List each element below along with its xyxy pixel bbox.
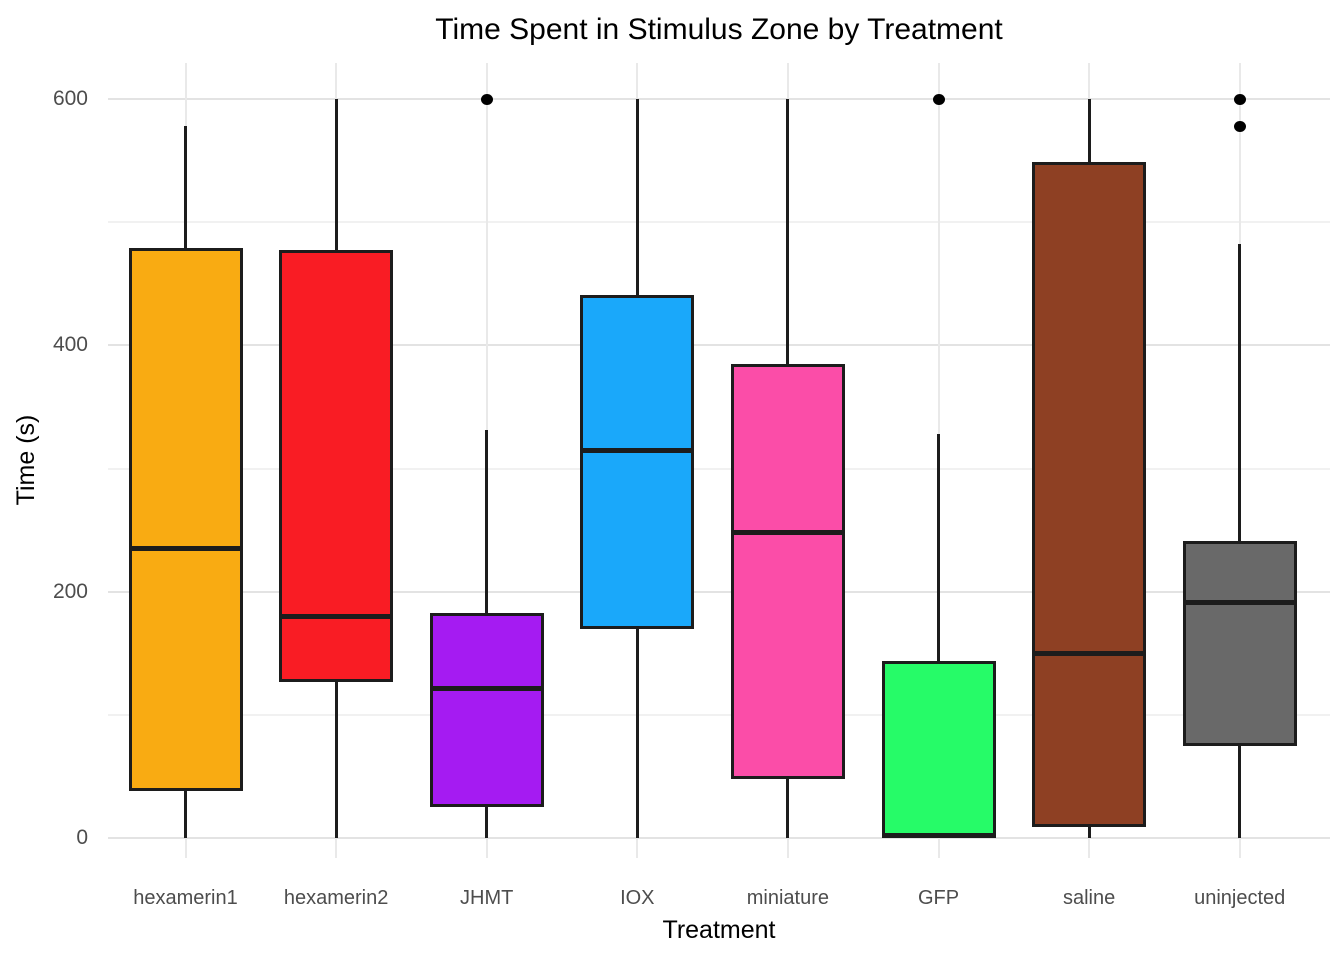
x-tick-label-hexamerin1: hexamerin1 xyxy=(133,887,238,909)
y-tick-label-0: 0 xyxy=(76,826,88,849)
outlier-dot-GFP-0 xyxy=(932,93,945,105)
lower-whisker-hexamerin2 xyxy=(334,681,338,838)
upper-whisker-JHMT xyxy=(485,430,489,613)
gridline-major-400 xyxy=(108,344,1330,347)
outlier-dot-uninjected-1 xyxy=(1233,120,1246,132)
upper-whisker-miniature xyxy=(786,99,790,364)
median-line-uninjected xyxy=(1182,600,1297,606)
x-axis-title: Treatment xyxy=(662,916,776,944)
upper-whisker-GFP xyxy=(937,434,940,661)
outlier-dot-uninjected-0 xyxy=(1233,93,1246,105)
lower-whisker-hexamerin1 xyxy=(184,791,187,838)
y-tick-label-200: 200 xyxy=(52,579,88,603)
box-uninjected xyxy=(1182,541,1297,746)
y-axis-title: Time (s) xyxy=(12,414,40,506)
y-tick-label-600: 600 xyxy=(52,87,88,110)
x-tick-label-saline: saline xyxy=(1062,887,1116,909)
lower-whisker-IOX xyxy=(635,628,639,838)
upper-whisker-saline xyxy=(1087,99,1091,162)
lower-whisker-miniature xyxy=(786,778,790,838)
box-JHMT xyxy=(429,612,544,808)
box-hexamerin2 xyxy=(279,250,394,682)
lower-whisker-saline xyxy=(1087,826,1091,838)
x-tick-label-JHMT: JHMT xyxy=(460,887,514,909)
outlier-dot-JHMT-0 xyxy=(480,93,493,105)
x-tick-label-IOX: IOX xyxy=(620,887,655,909)
x-tick-label-uninjected: uninjected xyxy=(1194,887,1286,909)
gridline-minor-500 xyxy=(108,221,1330,224)
x-tick-label-hexamerin2: hexamerin2 xyxy=(283,887,389,909)
box-hexamerin1 xyxy=(128,248,243,792)
x-tick-label-miniature: miniature xyxy=(746,887,830,909)
upper-whisker-uninjected xyxy=(1238,244,1242,542)
lower-whisker-uninjected xyxy=(1238,745,1242,838)
gridline-minor-100 xyxy=(108,713,1330,716)
gridline-minor-300 xyxy=(108,467,1330,470)
y-tick-label-400: 400 xyxy=(52,333,88,357)
median-line-miniature xyxy=(730,530,845,536)
box-saline xyxy=(1032,161,1147,827)
gridline-major-0 xyxy=(108,837,1330,839)
median-line-GFP xyxy=(881,833,996,839)
upper-whisker-IOX xyxy=(635,99,639,295)
median-line-hexamerin2 xyxy=(279,613,394,619)
gridline-major-200 xyxy=(108,590,1330,593)
box-miniature xyxy=(730,363,845,779)
x-tick-label-GFP: GFP xyxy=(917,887,960,909)
upper-whisker-hexamerin2 xyxy=(334,99,338,251)
box-GFP xyxy=(881,660,996,838)
chart-title: Time Spent in Stimulus Zone by Treatment xyxy=(435,13,1003,46)
median-line-hexamerin1 xyxy=(128,546,243,552)
lower-whisker-JHMT xyxy=(485,807,489,838)
median-line-saline xyxy=(1032,650,1147,656)
box-IOX xyxy=(580,294,695,629)
gridline-major-600 xyxy=(108,98,1330,100)
median-line-JHMT xyxy=(429,686,544,692)
upper-whisker-hexamerin1 xyxy=(184,126,187,249)
median-line-IOX xyxy=(580,447,695,453)
